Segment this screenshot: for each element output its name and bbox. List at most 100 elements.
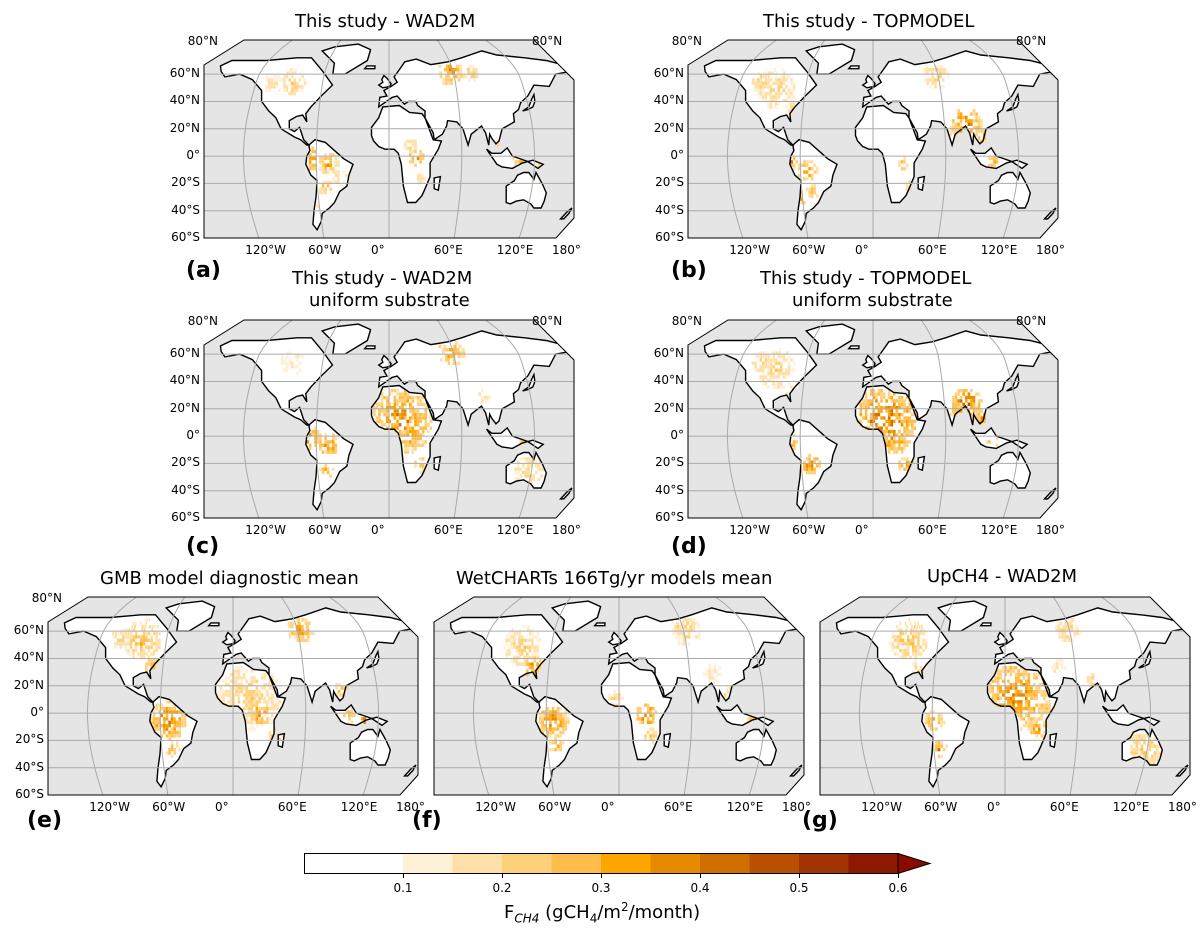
flux-pixel [554,713,557,718]
flux-pixel [1027,676,1031,680]
flux-pixel [383,409,386,413]
flux-pixel [314,440,317,444]
flux-pixel [1014,693,1018,697]
lon-gridline [726,320,777,518]
flux-pixel [1012,666,1015,670]
flux-pixel [406,423,410,427]
flux-pixel [1135,747,1139,752]
flux-pixel [1035,689,1038,694]
lat-tick-label: 0° [670,148,684,163]
flux-pixel [1004,686,1008,690]
flux-pixel [687,642,691,646]
flux-pixel [1089,672,1092,677]
flux-pixel [972,119,976,123]
flux-pixel [511,631,514,636]
flux-pixel [943,68,947,72]
flux-pixel [245,669,248,673]
lat-tick-label-right: 80°N [532,314,563,328]
flux-pixel [344,173,348,178]
flux-pixel [421,395,425,400]
flux-pixel [698,635,701,639]
flux-pixel [769,368,773,372]
flux-pixel [1004,703,1008,707]
flux-pixel [562,727,565,731]
flux-pixel [546,730,550,735]
flux-pixel [546,727,550,731]
flux-pixel [132,635,135,639]
flux-pixel [383,423,386,427]
flux-pixel [618,696,622,701]
flux-pixel [1009,666,1013,670]
flux-pixel [1025,683,1028,687]
flux-pixel [396,392,399,396]
flux-pixel [165,727,169,731]
flux-pixel [957,406,960,410]
flux-pixel [900,395,904,400]
flux-pixel [1004,672,1008,677]
lat-tick-label-right: 80°N [1016,34,1047,48]
coastline [320,43,372,75]
flux-pixel [777,81,780,85]
flux-pixel [762,365,765,369]
flux-pixel [554,710,557,714]
coastline [735,727,778,766]
flux-pixel [651,720,655,724]
flux-pixel [882,395,886,400]
flux-pixel [764,382,768,386]
flux-pixel [896,645,900,649]
flux-pixel [1073,631,1077,636]
flux-pixel [965,395,968,400]
flux-pixel [247,696,251,701]
flux-pixel [125,628,128,632]
flux-pixel [173,734,176,738]
flux-pixel [996,689,1000,694]
flux-pixel [772,98,775,103]
flux-pixel [237,696,241,701]
flux-pixel [505,638,508,642]
flux-pixel [531,655,534,660]
flux-pixel [762,95,765,99]
flux-pixel [768,71,771,75]
flux-pixel [792,443,796,447]
flux-pixel [168,720,171,724]
flux-pixel [283,78,286,82]
land-mass [789,139,837,230]
flux-pixel [222,696,225,701]
flux-pixel [289,635,292,639]
flux-pixel [996,693,1000,697]
flux-pixel [242,693,246,697]
flux-pixel [273,727,277,731]
flux-pixel [419,395,422,400]
flux-pixel [116,638,120,642]
flux-pixel [340,693,343,697]
flux-pixel [1140,744,1144,748]
flux-pixel [1060,631,1064,636]
flux-pixel [122,638,125,642]
flux-pixel [324,167,327,171]
flux-pixel [456,68,460,72]
flux-pixel [1065,628,1069,632]
flux-pixel [1032,727,1036,731]
flux-pixel [905,628,908,632]
flux-pixel [905,464,909,468]
flux-pixel [940,713,943,718]
flux-pixel [713,666,717,670]
flux-pixel [762,74,765,79]
flux-pixel [457,361,461,365]
flux-pixel [977,399,981,403]
panel-c-title: This study - WAD2M [292,268,473,289]
flux-pixel [540,467,543,471]
flux-pixel [378,412,381,417]
flux-pixel [996,696,1000,701]
flux-pixel [952,395,955,400]
flux-pixel [810,187,814,191]
flux-pixel [1012,703,1015,707]
flux-pixel [649,706,652,711]
flux-pixel [237,689,241,694]
flux-pixel [803,163,806,167]
flux-pixel [551,713,555,718]
flux-pixel [769,365,773,369]
flux-pixel [515,655,519,660]
flux-pixel [1143,751,1146,755]
lon-tick-label: 60°W [792,243,826,257]
